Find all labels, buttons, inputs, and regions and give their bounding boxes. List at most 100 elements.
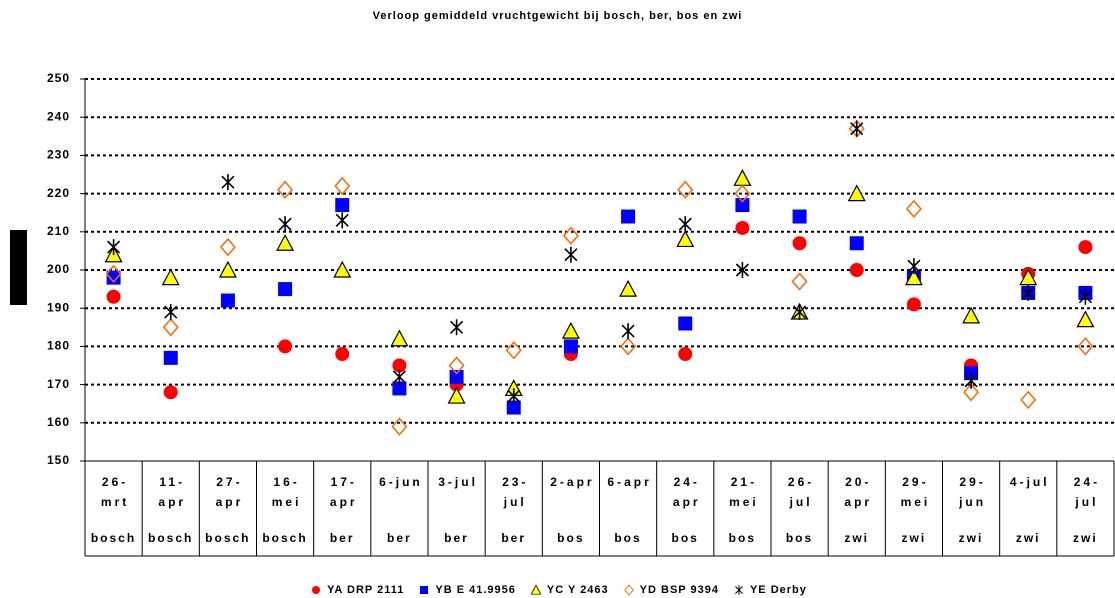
legend-marker [735, 585, 743, 595]
group-label: zwi [1072, 531, 1098, 545]
data-point [678, 316, 693, 331]
data-point [563, 339, 578, 354]
legend: YA DRP 2111 YB E 41.9956 YC Y 2463 YD BSP 9… [0, 582, 1115, 598]
data-point [564, 246, 578, 263]
data-point [392, 381, 407, 396]
legend-marker [420, 586, 429, 594]
data-point [678, 347, 693, 362]
legend-symbol [623, 584, 634, 596]
data-point [161, 268, 180, 286]
group-label: bosch [147, 531, 194, 545]
data-point [1078, 288, 1092, 305]
data-point [1077, 337, 1094, 356]
data-point [276, 233, 295, 251]
group-label: zwi [844, 531, 869, 545]
x-tick-label: 6-apr [607, 475, 652, 489]
x-tick-label: 17-apr [329, 475, 358, 509]
data-point [507, 388, 521, 405]
x-tick-label: 29-jun [959, 475, 987, 509]
x-tick-label: 20-apr [844, 475, 873, 509]
data-point [963, 383, 980, 402]
data-point [621, 323, 635, 340]
data-point [392, 358, 407, 373]
data-point [793, 304, 807, 321]
data-point [962, 306, 981, 324]
group-label: zwi [1015, 531, 1041, 545]
data-point [335, 347, 350, 362]
legend-item: YB E 41.9956 [416, 582, 516, 598]
x-tick-label: 3-jul [438, 475, 478, 489]
data-point [1020, 390, 1037, 410]
group-label: bos [728, 531, 756, 545]
data-point [163, 385, 178, 400]
y-tick-label: 210 [47, 224, 70, 238]
data-point [448, 356, 465, 375]
x-tick-label: 26-mrt [100, 475, 130, 509]
data-point [106, 289, 121, 304]
data-point [1076, 310, 1095, 328]
data-point [735, 198, 750, 213]
data-point [1021, 284, 1035, 301]
legend-label: YA DRP 2111 [327, 584, 405, 596]
group-label: zwi [958, 531, 984, 545]
legend-marker [312, 586, 321, 594]
y-tick-label: 240 [47, 109, 70, 123]
y-tick-label: 250 [47, 71, 70, 85]
y-tick-label: 220 [47, 186, 70, 200]
x-tick-label: 16-mei [271, 475, 302, 509]
legend-marker [623, 584, 634, 596]
data-point [450, 319, 464, 336]
data-point [850, 120, 864, 137]
data-point [620, 337, 637, 356]
data-point [847, 184, 866, 202]
data-point [106, 270, 121, 285]
data-point [964, 372, 978, 389]
data-point [849, 236, 864, 251]
data-point [792, 236, 807, 251]
data-point [164, 304, 178, 321]
data-point [904, 268, 923, 286]
data-point [621, 209, 636, 224]
legend-label: YE Derby [749, 584, 807, 596]
title: Verloop gemiddeld vruchtgewicht bij bosc… [372, 10, 743, 22]
group-label: bosch [262, 531, 308, 545]
legend-symbol [530, 584, 542, 595]
data-point [734, 184, 751, 203]
data-point [733, 169, 752, 186]
data-point [1019, 268, 1038, 286]
legend-item: YC Y 2463 [528, 582, 609, 598]
legend-item: YE Derby [731, 582, 807, 598]
legend-item: YA DRP 2111 [308, 582, 404, 598]
data-point [335, 212, 349, 229]
data-point [333, 260, 352, 278]
data-point [676, 230, 695, 248]
group-label: bosch [205, 531, 251, 545]
data-point [391, 417, 408, 436]
y-tick-label: 190 [47, 300, 70, 314]
legend-label: YD BSP 9394 [639, 584, 719, 596]
x-tick-label: 2-apr [550, 475, 595, 489]
legend-symbol [735, 585, 743, 595]
x-tick-label: 6-jun [379, 475, 423, 489]
data-point [390, 329, 409, 347]
data-point [1078, 240, 1093, 255]
group-label: ber [386, 531, 412, 545]
x-tick-label: 26-jul [787, 475, 815, 509]
x-tick-label: 24-jul [1073, 475, 1101, 509]
x-tick-label: 23-jul [502, 475, 529, 509]
data-point [219, 237, 236, 257]
x-tick-label: 21-mei [729, 475, 759, 509]
legend-label: YC Y 2463 [546, 584, 609, 596]
data-point [905, 199, 922, 219]
data-point [791, 272, 808, 291]
data-point [678, 216, 692, 233]
group-label: bos [785, 531, 814, 545]
data-point [449, 369, 464, 384]
x-tick-label: 24-apr [672, 475, 701, 509]
data-point [447, 386, 466, 404]
data-point [677, 180, 694, 199]
data-point [334, 176, 351, 196]
